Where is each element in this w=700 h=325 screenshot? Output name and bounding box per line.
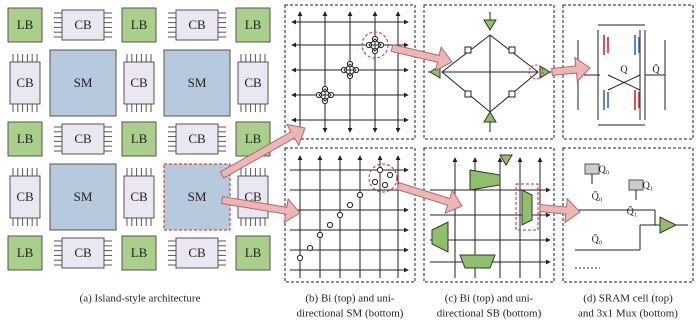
- switch-node: [387, 172, 392, 177]
- cb-label: CB: [130, 75, 148, 90]
- mux: [522, 190, 532, 225]
- switch-node: [297, 255, 302, 260]
- caption: (b) Bi (top) and uni-: [305, 293, 395, 305]
- switch-node: [327, 222, 332, 227]
- switch-node: [337, 212, 342, 217]
- cb-label: CB: [74, 131, 92, 146]
- cb-label: CB: [74, 245, 92, 260]
- cb-label: CB: [130, 189, 148, 204]
- lb-label: LB: [245, 17, 262, 32]
- cb-label: CB: [16, 189, 34, 204]
- caption: (a) Island-style architecture: [80, 293, 201, 305]
- switch-node: [372, 179, 377, 184]
- flow-arrow: [552, 58, 590, 82]
- transistor: [604, 90, 608, 110]
- q0bar-label: Q̄₀: [592, 233, 603, 245]
- switch-node: [382, 182, 387, 187]
- panel-frame: [285, 148, 415, 282]
- buffer: [484, 20, 496, 30]
- figure: LB CB LB CB LB CB SM CB SM CB LB CB LB CB LB CB SM CB SM CB…: [0, 0, 700, 325]
- flow-arrow: [540, 199, 580, 223]
- lb-label: LB: [17, 17, 34, 32]
- switch-node: [317, 232, 322, 237]
- buffer: [500, 155, 512, 165]
- sm-label: SM: [74, 189, 93, 204]
- flow-arrow: [391, 45, 452, 71]
- lb-label: LB: [131, 245, 148, 260]
- lb-label: LB: [245, 131, 262, 146]
- sram-cell: [585, 164, 599, 174]
- cb-label: CB: [16, 75, 34, 90]
- switch-node: [347, 202, 352, 207]
- lb-label: LB: [131, 17, 148, 32]
- q1-label: Q₁: [643, 180, 654, 191]
- cb-label: CB: [74, 17, 92, 32]
- caption: directional SM (bottom): [297, 308, 404, 320]
- mux: [432, 222, 448, 252]
- sram-cell: [629, 180, 643, 190]
- qbar-label: Q̄: [652, 63, 660, 75]
- buffer: [484, 112, 496, 122]
- buffer: [660, 217, 676, 233]
- lb-label: LB: [131, 131, 148, 146]
- pass-switch: [509, 47, 515, 53]
- transistor: [604, 35, 608, 55]
- cb-label: CB: [188, 17, 206, 32]
- q0-label: Q₀: [599, 164, 610, 175]
- caption: (c) Bi (top) and uni-: [445, 293, 534, 305]
- pass-switch: [465, 47, 471, 53]
- caption: and 3x1 Mux (bottom): [578, 308, 678, 320]
- lb-label: LB: [245, 245, 262, 260]
- caption: directional SB (bottom): [437, 308, 542, 320]
- mux: [460, 255, 495, 268]
- mux: [470, 170, 500, 190]
- switch-node: [307, 245, 312, 250]
- transistor: [635, 90, 639, 110]
- cb-label: CB: [188, 131, 206, 146]
- highlight: [369, 164, 397, 192]
- q-label: Q: [620, 64, 628, 75]
- pass-switch: [509, 91, 515, 97]
- sm-label: SM: [188, 189, 207, 204]
- pass-switch: [465, 91, 471, 97]
- lb-label: LB: [17, 245, 34, 260]
- sm-label: SM: [74, 75, 93, 90]
- flow-arrow: [397, 183, 462, 214]
- transistor: [635, 35, 639, 55]
- caption: (d) SRAM cell (top): [583, 293, 673, 305]
- q0bar-label: Q̄₀: [592, 190, 603, 202]
- cb-label: CB: [244, 75, 262, 90]
- lb-label: LB: [17, 131, 34, 146]
- switch-node: [357, 192, 362, 197]
- sm-label: SM: [188, 75, 207, 90]
- switch-node: [377, 167, 382, 172]
- q1bar-label: Q̄₁: [627, 205, 638, 217]
- cb-label: CB: [188, 245, 206, 260]
